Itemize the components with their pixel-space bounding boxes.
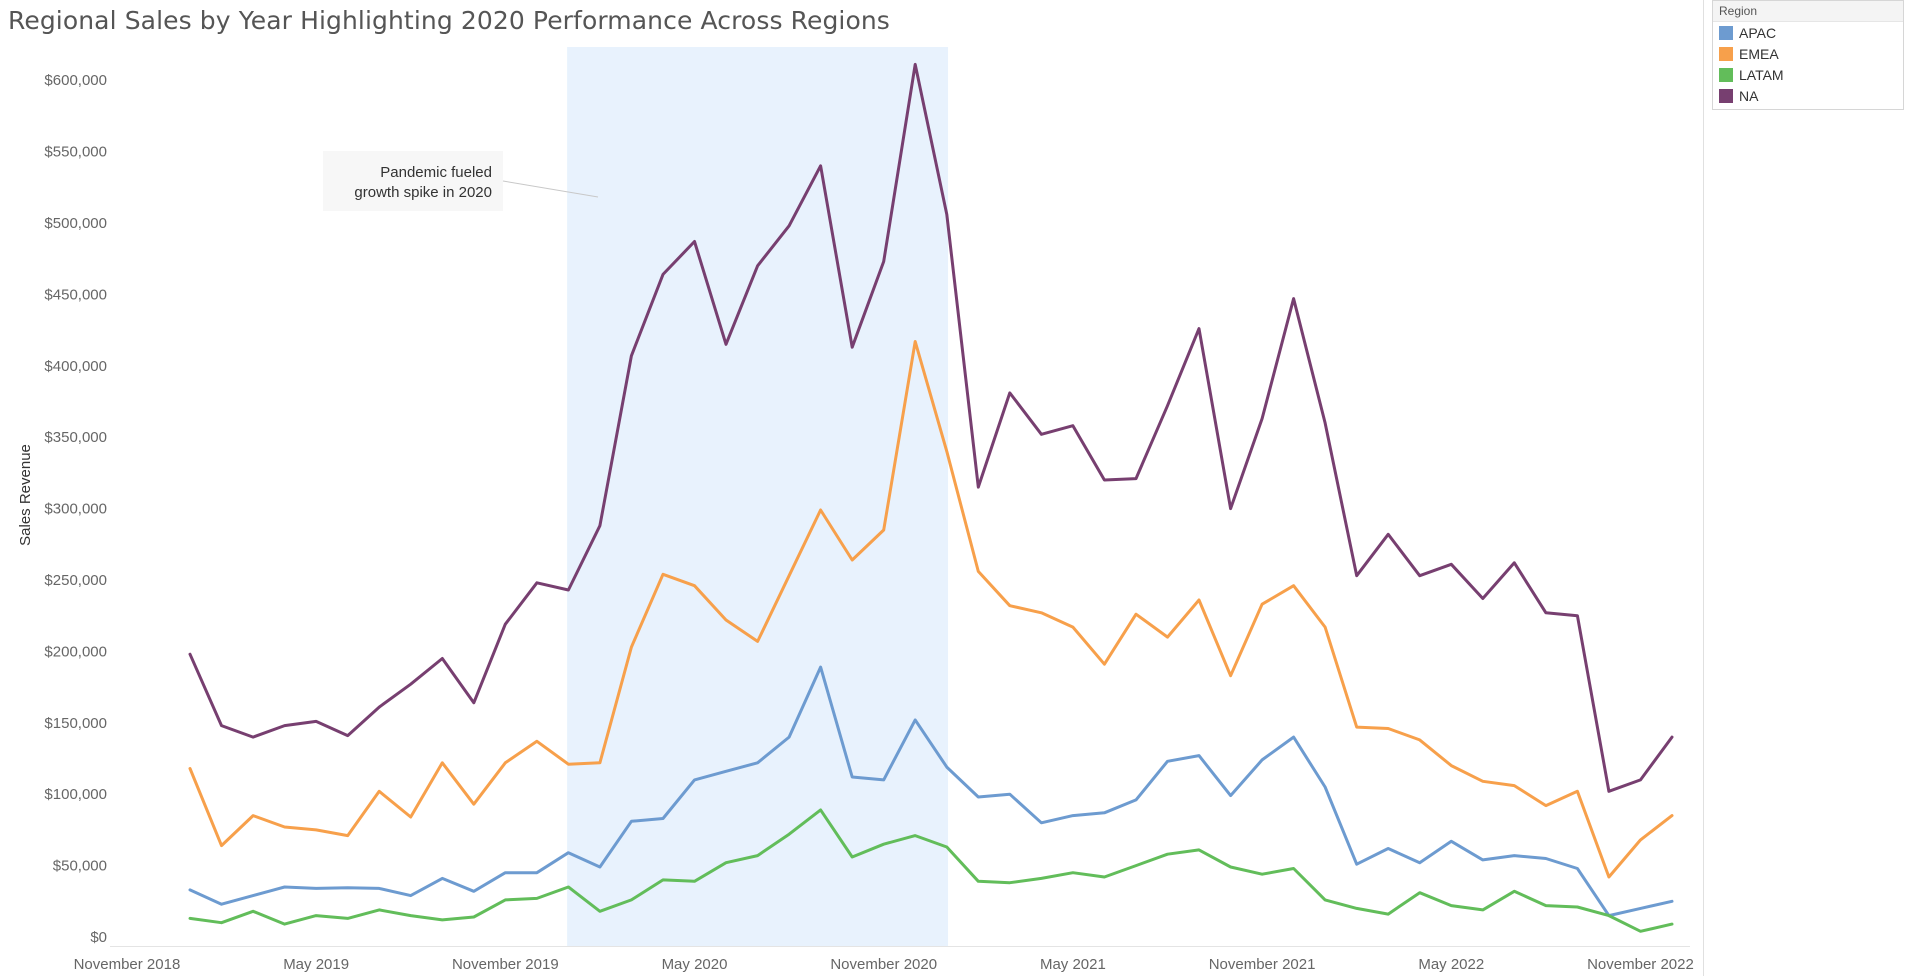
- annotation-text-line: growth spike in 2020: [354, 184, 492, 201]
- legend-item-latam[interactable]: LATAM: [1713, 64, 1903, 85]
- legend-label-emea: EMEA: [1739, 45, 1779, 62]
- x-tick-label: November 2019: [452, 956, 559, 973]
- x-tick-label: May 2021: [1040, 956, 1106, 973]
- annotation: Pandemic fueled growth spike in 2020: [323, 151, 599, 211]
- legend-swatch-emea: [1719, 46, 1733, 61]
- legend-header: Region: [1713, 1, 1903, 22]
- legend-item-na[interactable]: NA: [1713, 85, 1903, 106]
- y-tick-label: $50,000: [53, 858, 107, 875]
- annotation-box: [323, 151, 503, 211]
- highlight-band-2020: [567, 47, 949, 946]
- legend: Region APAC EMEA LATAM NA: [1712, 0, 1904, 110]
- x-tick-label: May 2019: [283, 956, 349, 973]
- series-line-na: [188, 62, 1674, 793]
- y-tick-label: $600,000: [44, 72, 107, 89]
- legend-swatch-na: [1719, 88, 1733, 103]
- legend-label-latam: LATAM: [1739, 66, 1784, 83]
- series-line-latam: [188, 808, 1674, 933]
- y-tick-label: $450,000: [44, 286, 107, 303]
- legend-label-na: NA: [1739, 87, 1759, 104]
- legend-item-apac[interactable]: APAC: [1713, 22, 1903, 43]
- y-axis-label: Sales Revenue: [17, 444, 34, 546]
- legend-item-emea[interactable]: EMEA: [1713, 43, 1903, 64]
- chart-title: Regional Sales by Year Highlighting 2020…: [8, 6, 890, 35]
- x-tick-label: November 2022: [1587, 956, 1694, 973]
- legend-swatch-latam: [1719, 67, 1733, 82]
- annotation-connector: [502, 180, 599, 198]
- annotation-text-line: Pandemic fueled: [380, 164, 492, 181]
- y-tick-label: $400,000: [44, 358, 107, 375]
- y-tick-label: $300,000: [44, 501, 107, 518]
- y-tick-label: $150,000: [44, 715, 107, 732]
- x-tick-label: November 2020: [830, 956, 937, 973]
- legend-label-apac: APAC: [1739, 24, 1777, 41]
- y-tick-label: $0: [90, 929, 107, 946]
- x-tick-label: November 2021: [1209, 956, 1316, 973]
- x-tick-label: May 2022: [1418, 956, 1484, 973]
- series-line-emea: [188, 340, 1674, 879]
- y-tick-label: $500,000: [44, 215, 107, 232]
- x-tick-label: May 2020: [662, 956, 728, 973]
- y-tick-label: $350,000: [44, 429, 107, 446]
- y-tick-label: $550,000: [44, 144, 107, 161]
- y-tick-label: $100,000: [44, 786, 107, 803]
- legend-separator: [1703, 0, 1704, 976]
- y-tick-label: $250,000: [44, 572, 107, 589]
- x-tick-label: November 2018: [74, 956, 181, 973]
- series-line-apac: [188, 665, 1674, 918]
- legend-swatch-apac: [1719, 25, 1733, 40]
- line-chart: Sales Revenue $0 $50,000 $100,000 $150,000 $2…: [17, 47, 1694, 973]
- y-tick-label: $200,000: [44, 643, 107, 660]
